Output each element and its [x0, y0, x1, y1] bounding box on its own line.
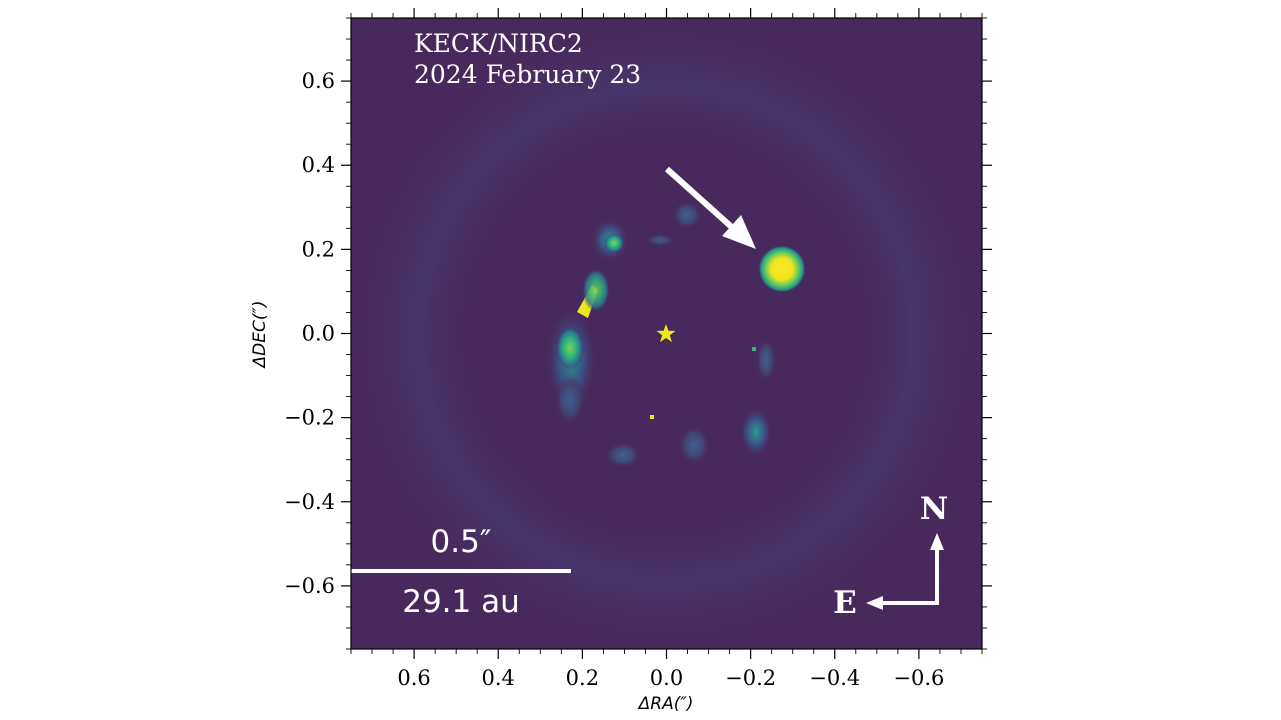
companion-arrow-icon — [664, 166, 756, 249]
compass-north-label: N — [920, 491, 948, 527]
x-axis-label: ΔRA(″) — [637, 694, 694, 714]
y-axis-label: ΔDEC(″) — [250, 301, 270, 370]
y-tick-label: 0.2 — [302, 237, 335, 261]
x-tick-label: 0.4 — [482, 666, 515, 690]
x-axis-ticks: 0.6 0.4 0.2 0.0 −0.2 −0.4 −0.6 — [350, 8, 983, 690]
star-icon — [654, 322, 678, 344]
x-tick-label: 0.2 — [566, 666, 599, 690]
x-tick-label: −0.6 — [893, 666, 944, 690]
y-tick-label: −0.4 — [284, 490, 335, 514]
scale-bar: 0.5″ 29.1 au — [351, 524, 571, 620]
x-tick-label: 0.6 — [397, 666, 430, 690]
y-tick-label: −0.6 — [284, 574, 335, 598]
instrument-label: KECK/NIRC2 — [414, 29, 583, 58]
compass: N E — [833, 491, 948, 621]
date-label: 2024 February 23 — [414, 60, 641, 89]
companion-source — [758, 245, 806, 293]
y-tick-label: 0.0 — [302, 322, 335, 346]
y-tick-label: 0.6 — [302, 69, 335, 93]
y-tick-label: −0.2 — [284, 406, 335, 430]
x-tick-label: −0.4 — [809, 666, 860, 690]
x-tick-label: −0.2 — [725, 666, 776, 690]
scale-bar-physical-label: 29.1 au — [402, 584, 520, 620]
compass-east-label: E — [833, 585, 857, 621]
y-axis-ticks: 0.6 0.4 0.2 0.0 −0.2 −0.4 −0.6 — [284, 17, 992, 650]
y-tick-label: 0.4 — [302, 153, 335, 177]
scale-bar-angular-label: 0.5″ — [431, 524, 492, 560]
x-tick-label: 0.0 — [650, 666, 683, 690]
